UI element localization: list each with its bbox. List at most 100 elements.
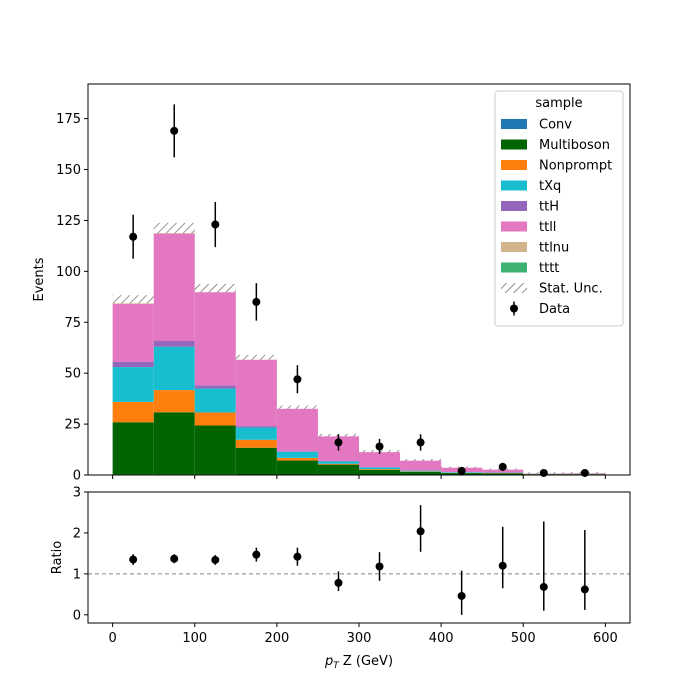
legend-label-conv: Conv [539, 118, 572, 133]
x-tick-label: 0 [108, 631, 116, 646]
bar-multiboson-bin-4 [276, 460, 318, 475]
legend-label-ttll: ttll [539, 220, 556, 235]
stat-unc-band-bin-4 [276, 405, 318, 409]
legend-swatch-txq [501, 180, 527, 191]
y-tick-label: 75 [64, 316, 81, 331]
data-point [293, 375, 302, 384]
bar-nonprompt-bin-3 [235, 439, 277, 448]
data-point [252, 297, 261, 306]
bar-nonprompt-bin-5 [317, 463, 359, 465]
ratio-y-axis-label: Ratio [50, 541, 65, 574]
legend-label-multiboson: Multiboson [539, 138, 610, 153]
ratio-point [334, 578, 343, 587]
bar-multiboson-bin-1 [153, 412, 195, 475]
ratio-point [416, 527, 425, 536]
x-tick-label: 500 [511, 631, 536, 646]
bar-tth-bin-1 [153, 341, 195, 347]
y-tick-label: 0 [73, 469, 81, 484]
bar-multiboson-bin-7 [400, 471, 442, 475]
y-tick-label: 150 [56, 163, 81, 178]
data-point [375, 442, 384, 451]
bar-multiboson-bin-0 [112, 422, 154, 475]
bar-txq-bin-1 [153, 346, 195, 391]
bar-nonprompt-bin-0 [112, 401, 154, 423]
bar-multiboson-bin-3 [235, 447, 277, 475]
ratio-point [252, 550, 261, 559]
ratio-y-tick-label: 2 [73, 526, 81, 541]
stat-unc-band-bin-3 [235, 354, 277, 360]
bar-ttll-bin-4 [276, 408, 318, 452]
y-tick-label: 50 [64, 367, 81, 382]
legend-swatch-nonprompt [501, 160, 527, 170]
ratio-axes-frame [87, 491, 631, 624]
ratio-point [498, 561, 507, 570]
stat-unc-band-bin-7 [400, 459, 442, 461]
bar-tth-bin-2 [194, 385, 236, 389]
y-axis-label: Events [32, 257, 47, 301]
bar-txq-bin-0 [112, 367, 154, 402]
bar-tth-bin-3 [235, 426, 277, 428]
ratio-point [129, 555, 138, 564]
data-point [498, 462, 507, 471]
legend-swatch-tth [501, 201, 527, 211]
bar-nonprompt-bin-2 [194, 412, 236, 426]
ratio-point [580, 585, 589, 594]
ratio-point [539, 582, 548, 591]
x-tick-label: 100 [182, 631, 207, 646]
x-tick-label: 600 [593, 631, 618, 646]
bar-tth-bin-4 [276, 451, 318, 452]
legend-title: sample [535, 96, 582, 111]
legend-swatch-multiboson [501, 139, 527, 150]
ratio-panel: 0 1 2 3 0 100 200 300 400 500 600 Ratio pT Z (GeV) [50, 486, 631, 671]
legend: sample Conv Multiboson Nonprompt tXq ttH ttll t… [494, 90, 624, 327]
bar-tth-bin-0 [112, 361, 154, 368]
bar-txq-bin-2 [194, 388, 236, 413]
y-tick-label: 125 [56, 214, 81, 229]
ratio-y-tick-label: 3 [73, 486, 81, 501]
bar-nonprompt-bin-4 [276, 457, 318, 461]
bar-ttll-bin-1 [153, 233, 195, 342]
legend-data-marker [510, 304, 518, 313]
bar-multiboson-bin-9 [482, 473, 524, 475]
stat-unc-band-bin-1 [153, 222, 195, 234]
x-axis-label-unit: Z (GeV) [339, 654, 393, 669]
legend-label-stat-unc: Stat. Unc. [539, 282, 603, 297]
ratio-y-tick-label: 0 [73, 608, 81, 623]
bar-txq-bin-4 [276, 451, 318, 458]
y-tick-label: 175 [56, 112, 81, 127]
ratio-point [457, 591, 466, 600]
bar-ttll-bin-6 [359, 451, 401, 468]
bar-nonprompt-bin-1 [153, 390, 195, 413]
legend-label-data: Data [539, 302, 570, 317]
x-axis-label-symbol: p [324, 654, 333, 669]
ratio-point [375, 562, 384, 571]
bar-txq-bin-5 [317, 461, 359, 464]
legend-label-txq: tXq [539, 179, 561, 194]
legend-swatch-conv [501, 119, 527, 129]
bar-multiboson-bin-2 [194, 425, 236, 475]
y-tick-label: 25 [64, 418, 81, 433]
stat-unc-band-bin-0 [112, 295, 154, 304]
bar-ttll-bin-2 [194, 292, 236, 386]
legend-label-ttlnu: ttlnu [539, 241, 569, 256]
bar-ttll-bin-7 [400, 460, 442, 471]
bar-txq-bin-7 [400, 470, 442, 472]
x-tick-label: 300 [347, 631, 372, 646]
ratio-point [211, 555, 220, 564]
bar-txq-bin-3 [235, 427, 277, 440]
bar-txq-bin-6 [359, 467, 401, 470]
bar-ttll-bin-3 [235, 359, 277, 427]
legend-swatch-tttt [501, 262, 527, 273]
data-point [457, 466, 466, 475]
bar-ttll-bin-0 [112, 303, 154, 362]
data-point [580, 468, 589, 477]
bar-multiboson-bin-5 [317, 464, 359, 475]
legend-label-tttt: tttt [539, 261, 559, 276]
legend-label-nonprompt: Nonprompt [539, 159, 612, 174]
bar-nonprompt-bin-6 [359, 469, 401, 470]
x-tick-label: 200 [264, 631, 289, 646]
legend-swatch-ttlnu [501, 242, 527, 252]
data-point [416, 438, 425, 447]
y-tick-label: 100 [56, 265, 81, 280]
x-tick-label: 400 [429, 631, 454, 646]
